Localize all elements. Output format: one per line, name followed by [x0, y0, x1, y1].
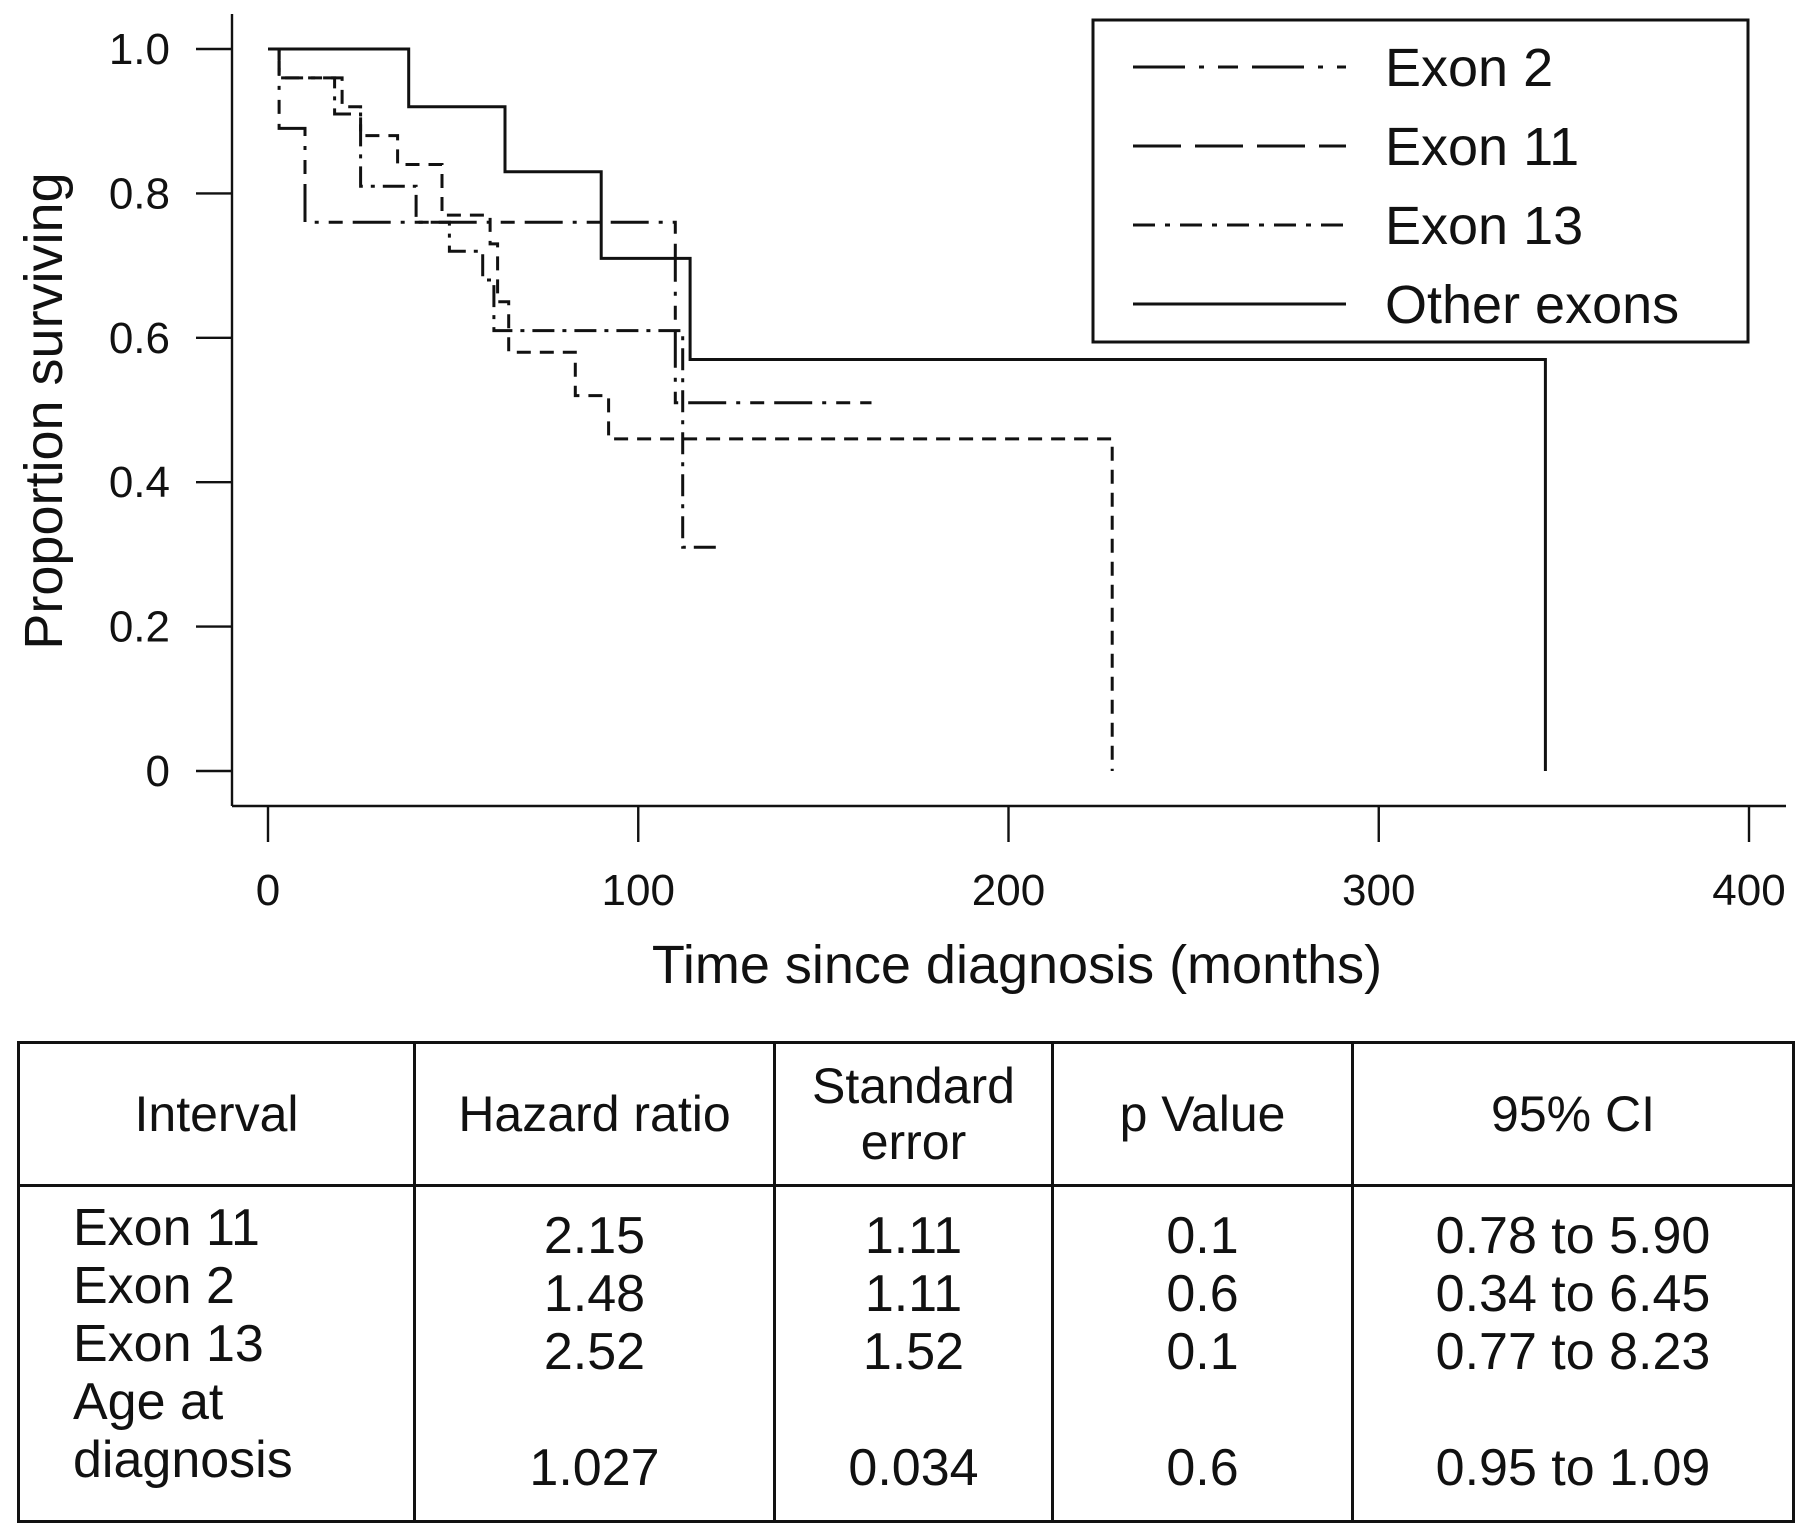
table-cell-value: 2.52 [543, 1323, 646, 1381]
survival-chart: 00.20.40.60.81.00 100 200 300 400 Exon 2Exon… [14, 14, 1786, 995]
standard-error-column: 1.11 1.11 1.52 0.034 [773, 1184, 1054, 1523]
row-label: diagnosis [73, 1431, 293, 1489]
row-label: Exon 13 [73, 1315, 264, 1373]
y-tick-label: 0.2 [109, 603, 170, 652]
x-tick-label: 400 [1712, 866, 1785, 915]
interval-column: Exon 11 Exon 2 Exon 13 Age at diagnosis [17, 1184, 416, 1523]
table-cell-value: 0.77 to 8.23 [1435, 1323, 1711, 1381]
table-cell-value: 2.15 [543, 1207, 646, 1265]
series-layer [268, 47, 1547, 771]
table-cell-value: 1.52 [862, 1323, 965, 1381]
series-line-exon-2 [268, 47, 872, 405]
y-tick-label: 0.4 [109, 458, 170, 507]
hazard-ratio-column: 2.15 1.48 2.52 1.027 [413, 1184, 776, 1523]
table-cell-value: 0.034 [848, 1439, 979, 1497]
header-text: Standard [812, 1058, 1015, 1114]
y-tick-label: 0.6 [109, 314, 170, 363]
chart-axes: 0 0.2 0.4 0.6 0.8 1.0 0 100 200 300 400 [109, 14, 1786, 915]
table-header-cell: Interval [17, 1041, 416, 1187]
table-header-row: Interval Hazard ratio Standard error p Value… [17, 1041, 1795, 1187]
header-text: p Value [1119, 1086, 1286, 1142]
legend-label-exon-2: Exon 2 [1385, 38, 1553, 98]
y-tick-label: 1.0 [109, 25, 170, 74]
series-line-other-exons [268, 47, 1547, 771]
y-axis-title: Proportion surviving [14, 172, 74, 649]
x-tick-label: 100 [602, 866, 675, 915]
table-cell-value: 0.78 to 5.90 [1435, 1207, 1711, 1265]
x-tick-label: 0 [256, 866, 280, 915]
header-text: error [860, 1114, 967, 1170]
header-text: 95% CI [1491, 1086, 1655, 1142]
header-text: Interval [134, 1086, 299, 1142]
legend-label-other-exons: Other exons [1385, 275, 1679, 335]
row-label: Exon 2 [73, 1257, 235, 1315]
table-header-cell: Standard error [773, 1041, 1054, 1187]
legend-label-exon-13: Exon 13 [1385, 196, 1583, 256]
table-header-cell: Hazard ratio [413, 1041, 776, 1187]
x-tick-label: 200 [972, 866, 1045, 915]
table-cell-value: 0.95 to 1.09 [1435, 1439, 1711, 1497]
y-tick-label: 0.8 [109, 169, 170, 218]
table-cell-value: 1.11 [864, 1207, 963, 1265]
table-cell-value: 0.1 [1166, 1323, 1239, 1381]
table-cell-value: 1.11 [864, 1265, 963, 1323]
x-axis-title: Time since diagnosis (months) [652, 935, 1382, 995]
hazard-ratio-table: Interval Hazard ratio Standard error p Value… [17, 1041, 1795, 1523]
table-cell-value: 0.34 to 6.45 [1435, 1265, 1711, 1323]
y-tick-label: 0 [146, 747, 170, 796]
series-line-exon-11 [268, 47, 1114, 771]
table-cell-value: 0.1 [1166, 1207, 1239, 1265]
legend: Exon 2 Exon 11 Exon 13 Other exons [1091, 18, 1750, 344]
table-header-cell: p Value [1051, 1041, 1354, 1187]
table-cell-value: 1.027 [529, 1439, 660, 1497]
table-cell-value: 0.6 [1166, 1439, 1239, 1497]
row-label: Age at [73, 1373, 224, 1431]
legend-box [1091, 18, 1750, 344]
table-header-cell: 95% CI [1351, 1041, 1795, 1187]
table-cell-value: 1.48 [543, 1265, 646, 1323]
row-label: Exon 11 [73, 1199, 260, 1257]
ci-column: 0.78 to 5.90 0.34 to 6.45 0.77 to 8.23 0.95… [1351, 1184, 1795, 1523]
table-body-row: Exon 11 Exon 2 Exon 13 Age at diagnosis 2.15 1… [17, 1184, 1795, 1523]
table-cell-value: 0.6 [1166, 1265, 1239, 1323]
header-text: Hazard ratio [458, 1086, 731, 1142]
series-line-exon-13 [268, 47, 716, 549]
x-tick-label: 300 [1342, 866, 1415, 915]
p-value-column: 0.1 0.6 0.1 0.6 [1051, 1184, 1354, 1523]
legend-label-exon-11: Exon 11 [1385, 117, 1579, 177]
